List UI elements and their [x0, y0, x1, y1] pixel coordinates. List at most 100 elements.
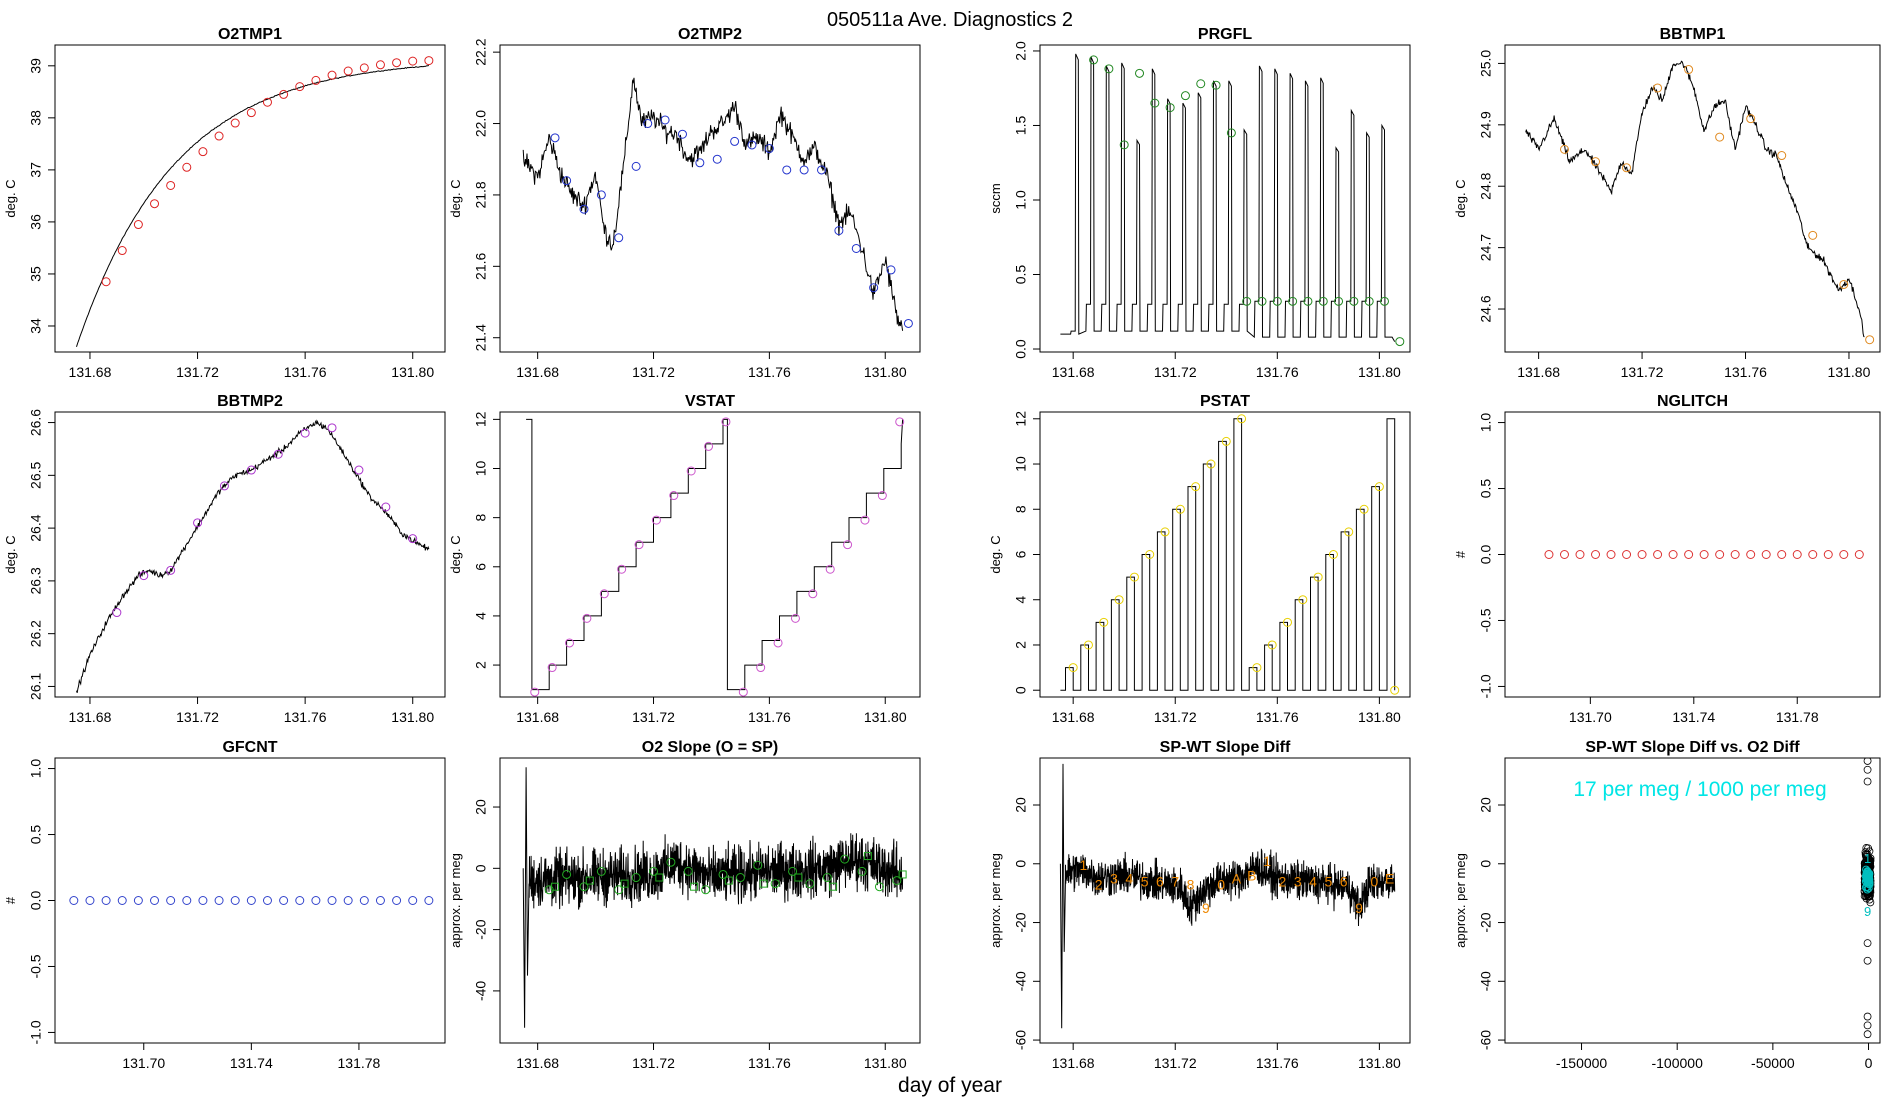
data-point: [1559, 144, 1569, 154]
panel-3: PRGFL sccm 131.68 131.72 131.76 131.80 0.0 0.5 1…: [988, 26, 1411, 380]
plot-area: 1 2 9: [1860, 758, 1875, 1039]
data-point: [198, 896, 208, 905]
scatter-point: [1863, 777, 1872, 786]
data-point: [770, 879, 780, 889]
data-point: [579, 882, 589, 892]
y-tick-label: 1.5: [1013, 116, 1029, 136]
x-tick-label: 131.68: [69, 709, 112, 725]
plot-area: [526, 417, 905, 697]
series-line: [1060, 53, 1396, 342]
plot-frame: [1039, 411, 1411, 698]
x-tick-label: 131.68: [69, 364, 112, 380]
data-point: [718, 869, 728, 879]
scatter-point-highlight: [1863, 878, 1872, 887]
data-point: [1808, 230, 1818, 240]
y-tick-label: 4: [1013, 596, 1029, 604]
data-point: [1257, 296, 1267, 306]
y-tick-label: 37: [28, 162, 44, 178]
data-point: [617, 564, 627, 574]
data-point: [834, 226, 844, 236]
y-tick-label: 10: [473, 461, 489, 477]
plot-frame: [54, 411, 446, 698]
data-point: [1653, 83, 1663, 93]
y-tick-label: 24.9: [1478, 111, 1494, 138]
data-point: [1823, 550, 1833, 559]
data-point: [230, 118, 240, 128]
panel-title: O2 Slope (O = SP): [642, 739, 778, 756]
y-axis-label: approx. per meg: [448, 853, 463, 948]
data-point: [1364, 296, 1374, 306]
data-point: [1839, 279, 1849, 289]
x-tick-label: 131.80: [1358, 1055, 1401, 1071]
cluster-label: 9: [1864, 904, 1871, 919]
cluster-label: 1: [1864, 851, 1871, 866]
data-point: [343, 896, 353, 905]
data-point: [1653, 550, 1663, 559]
data-point: [166, 180, 176, 190]
data-point: [101, 277, 111, 287]
data-point-square: [690, 882, 699, 891]
data-label: 2: [1095, 876, 1103, 892]
x-tick-label: 131.72: [632, 364, 675, 380]
data-point: [1298, 595, 1308, 605]
data-point: [704, 441, 714, 451]
y-tick-label: 4: [473, 612, 489, 620]
y-tick-label: -1.0: [1478, 674, 1494, 698]
data-point: [1283, 617, 1293, 627]
y-tick-label: 6: [1013, 550, 1029, 558]
data-point: [701, 885, 711, 895]
data-point: [892, 876, 902, 886]
data-point: [840, 854, 850, 864]
scatter-point: [1863, 765, 1872, 774]
x-tick-label: 131.76: [1256, 1055, 1299, 1071]
data-point: [530, 687, 540, 697]
data-point: [295, 896, 305, 905]
data-point: [1083, 640, 1093, 650]
annotation: 17 per meg / 1000 per meg: [1573, 778, 1826, 801]
data-point: [327, 70, 337, 80]
data-point: [764, 144, 774, 154]
data-point: [311, 75, 321, 85]
data-point: [182, 896, 192, 905]
x-tick-label: 131.68: [516, 709, 559, 725]
data-point: [790, 613, 800, 623]
data-point: [246, 108, 256, 118]
data-point: [669, 491, 679, 501]
plot-frame: [54, 757, 446, 1044]
data-point: [85, 896, 95, 905]
plot-area: [522, 767, 907, 1028]
x-tick-label: 131.68: [1052, 1055, 1095, 1071]
y-tick-label: 36: [28, 214, 44, 230]
data-point: [773, 638, 783, 648]
scatter-point: [1863, 758, 1872, 765]
x-tick-label: 131.78: [1776, 709, 1819, 725]
plot-frame: [499, 44, 921, 353]
data-point: [614, 233, 624, 243]
data-point-square: [551, 882, 560, 891]
data-point: [1226, 128, 1236, 138]
data-point: [651, 515, 661, 525]
data-point: [1104, 64, 1114, 74]
data-point: [166, 896, 176, 905]
y-tick-label: 20: [473, 799, 489, 815]
y-tick-label: 1.0: [28, 759, 44, 779]
data-point: [817, 165, 827, 175]
plot-frame: [1504, 757, 1881, 1044]
panel-title: PRGFL: [1198, 26, 1252, 43]
data-point: [1792, 550, 1802, 559]
x-tick-label: 131.68: [1052, 709, 1095, 725]
data-point: [634, 540, 644, 550]
data-point: [246, 896, 256, 905]
data-point: [1761, 550, 1771, 559]
scatter-point: [1863, 956, 1872, 965]
panel-title: PSTAT: [1200, 393, 1250, 410]
x-tick-label: 131.72: [632, 709, 675, 725]
data-point: [343, 66, 353, 76]
data-point: [1591, 550, 1601, 559]
x-tick-label: -100000: [1651, 1055, 1703, 1071]
y-tick-label: -40: [473, 981, 489, 1001]
data-point: [1865, 335, 1875, 345]
data-point: [695, 158, 705, 168]
panel-10: O2 Slope (O = SP) approx. per meg 131.68 13…: [448, 739, 921, 1071]
